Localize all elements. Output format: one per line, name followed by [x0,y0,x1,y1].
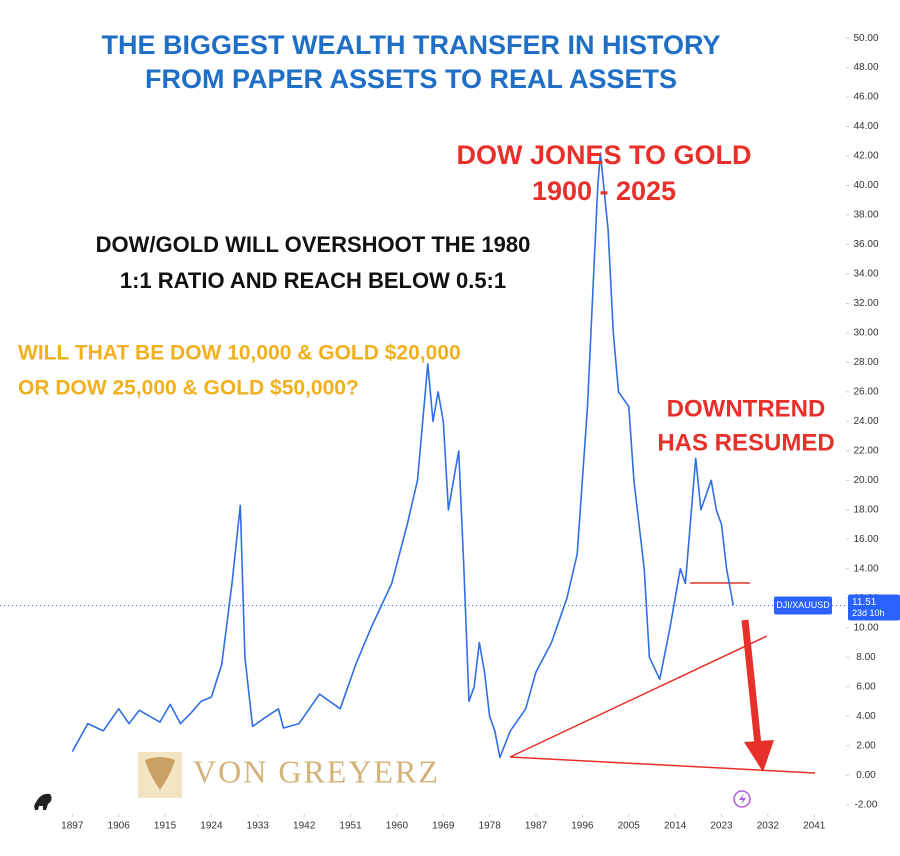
annotation: HAS RESUMED [657,429,834,456]
x-tick-label: 1969 [432,821,455,832]
annotation: DOW/GOLD WILL OVERSHOOT THE 1980 [96,232,531,257]
y-tick-label: 0.00 [856,770,876,781]
x-tick-label: 1906 [108,821,131,832]
icon [739,793,746,805]
x-tick-label: 1978 [479,821,502,832]
y-tick-label: 28.00 [853,357,878,368]
trend-line [509,635,768,758]
y-tick-label: 8.00 [856,652,876,663]
icon [733,790,751,808]
y-tick-label: 22.00 [853,445,878,456]
logo-emblem [145,757,175,790]
symbol-label: DJI/XAUUSD [776,600,830,610]
data-line [71,152,735,759]
x-tick-label: 1942 [293,821,316,832]
y-tick-label: 18.00 [853,504,878,515]
y-tick-label: 48.00 [853,62,878,73]
x-tick-label: 1915 [154,821,177,832]
chart-title: THE BIGGEST WEALTH TRANSFER IN HISTORY [101,30,720,60]
annotation: DOWNTREND [667,395,826,422]
y-tick-label: 16.00 [853,534,878,545]
logo-text: VON GREYERZ [193,753,440,789]
arrow-shaft [741,619,762,746]
y-tick-label: 46.00 [853,92,878,103]
x-tick-label: 1960 [386,821,409,832]
y-tick-label: 32.00 [853,298,878,309]
x-tick-label: 1933 [247,821,270,832]
y-tick-label: 2.00 [856,740,876,751]
y-tick-label: 14.00 [853,563,878,574]
y-tick-label: 4.00 [856,711,876,722]
x-tick-label: 2023 [710,821,733,832]
x-tick-label: 1924 [200,821,223,832]
price-label-bg [848,594,900,621]
annotation: OR DOW 25,000 & GOLD $50,000? [18,377,359,400]
y-tick-label: 26.00 [853,387,878,398]
x-tick-label: 1987 [525,821,548,832]
annotation: WILL THAT BE DOW 10,000 & GOLD $20,000 [18,342,461,365]
y-tick-label: 50.00 [853,33,878,44]
y-tick-label: 38.00 [853,210,878,221]
chart-title: FROM PAPER ASSETS TO REAL ASSETS [145,64,677,94]
annotation: 1:1 RATIO AND REACH BELOW 0.5:1 [120,268,506,293]
y-tick-label: 6.00 [856,681,876,692]
x-tick-label: 1897 [61,821,84,832]
y-tick-label: 36.00 [853,239,878,250]
x-tick-label: 2014 [664,821,687,832]
trend-line [509,756,816,774]
y-tick-label: 24.00 [853,416,878,427]
annotation: 1900 - 2025 [532,176,676,206]
countdown-label: 23d 10h [852,608,885,618]
x-tick-label: 1951 [339,821,362,832]
x-tick-label: 2041 [803,821,826,832]
y-tick-label: -2.00 [855,799,878,810]
y-tick-label: 20.00 [853,475,878,486]
price-label-bg [774,596,832,615]
y-tick-label: 10.00 [853,622,878,633]
price-label: 11.51 [852,597,877,608]
y-tick-label: 42.00 [853,151,878,162]
y-tick-label: 40.00 [853,180,878,191]
y-tick-label: 30.00 [853,328,878,339]
arrow-head [744,740,774,772]
x-tick-label: 2032 [757,821,780,832]
y-tick-label: 44.00 [853,121,878,132]
annotation: DOW JONES TO GOLD [456,140,751,170]
x-tick-label: 1996 [571,821,594,832]
y-tick-label: 34.00 [853,269,878,280]
logo-icon [34,793,52,810]
x-tick-label: 2005 [618,821,641,832]
